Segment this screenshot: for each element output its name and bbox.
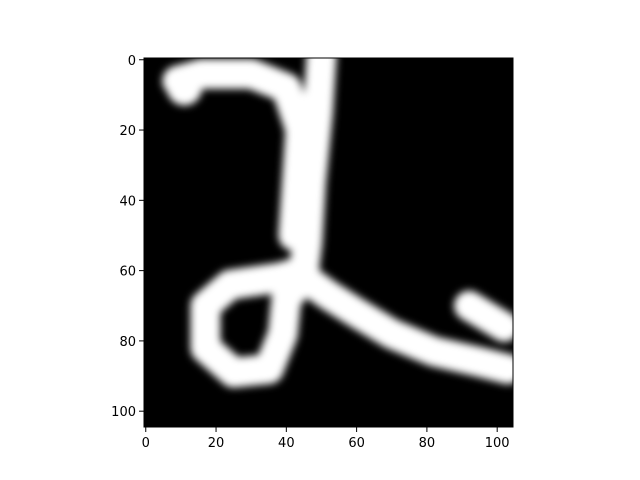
y-tick-label: 0 <box>128 54 136 69</box>
x-axis: 0 20 40 60 80 100 <box>142 427 510 451</box>
y-axis: 0 20 40 60 80 100 <box>111 54 144 420</box>
stroke-sweep <box>288 262 513 385</box>
y-tick-label: 60 <box>119 265 136 280</box>
image-strokes <box>162 58 513 388</box>
x-tick-label: 60 <box>348 436 365 451</box>
y-tick-label: 100 <box>111 405 136 420</box>
x-tick-label: 100 <box>485 436 510 451</box>
x-tick-label: 40 <box>278 436 295 451</box>
y-tick-label: 20 <box>119 124 136 139</box>
stroke-tail <box>454 290 513 342</box>
y-tick-label: 40 <box>119 194 136 209</box>
stroke-loop <box>190 255 319 388</box>
plot-frame <box>143 57 514 428</box>
x-tick-label: 20 <box>208 436 225 451</box>
x-tick-label: 80 <box>419 436 436 451</box>
x-tick-label: 0 <box>142 436 150 451</box>
blob-top-left-knob <box>166 70 202 106</box>
y-tick-label: 80 <box>119 335 136 350</box>
stroke-vertical <box>288 58 337 286</box>
